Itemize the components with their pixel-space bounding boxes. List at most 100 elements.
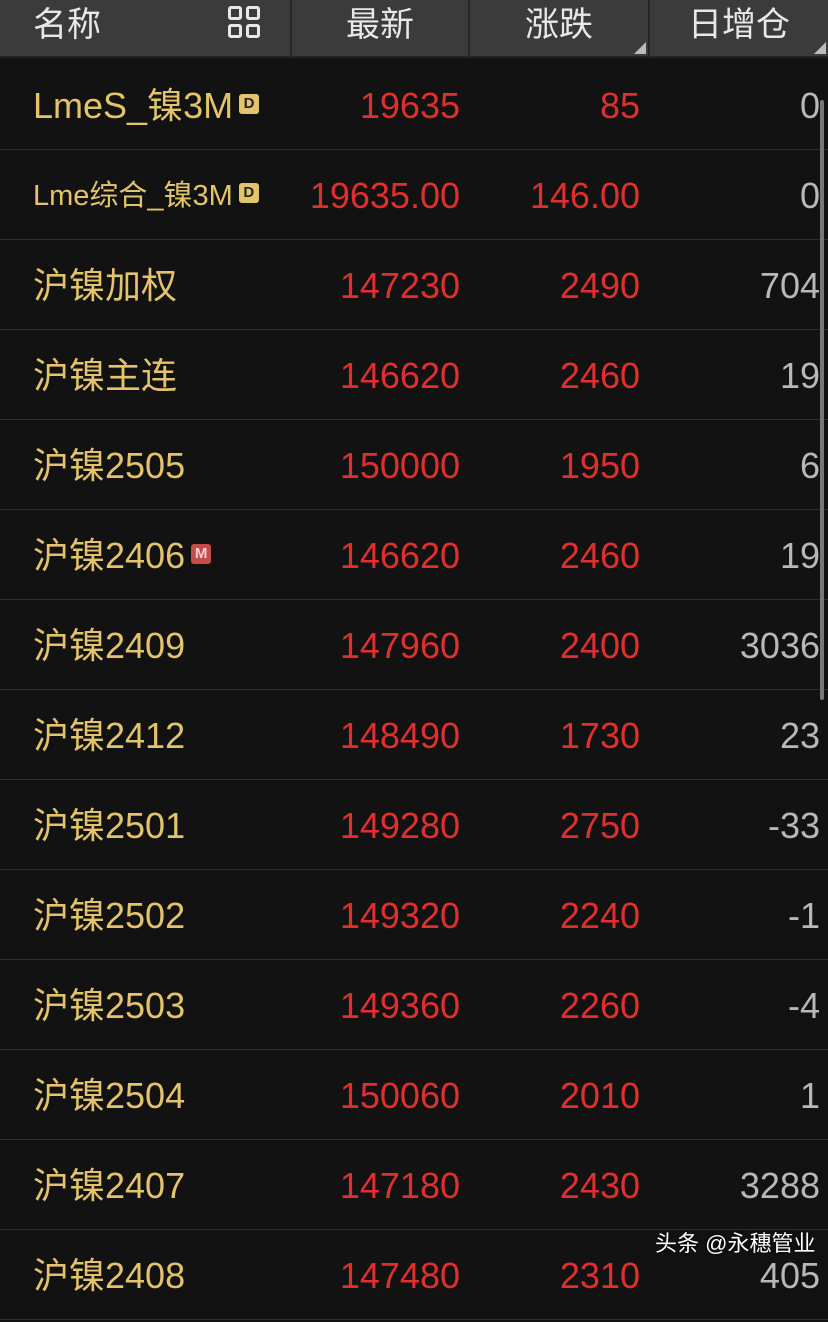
grid-icon[interactable]	[228, 6, 262, 40]
oi-change: -33	[767, 805, 820, 846]
price-change: 2460	[559, 535, 640, 576]
oi-change: 23	[779, 715, 820, 756]
header-change-label: 涨跌	[525, 6, 593, 44]
last-price: 147480	[339, 1255, 460, 1296]
table-row[interactable]: 沪镍2409 147960 2400 3036	[0, 600, 828, 690]
price-change: 1950	[559, 445, 640, 486]
instrument-name: 沪镍2505	[33, 420, 185, 510]
instrument-name: 沪镍2503	[33, 960, 185, 1050]
oi-change: -1	[787, 895, 820, 936]
price-change: 146.00	[529, 175, 640, 216]
price-change: 1730	[559, 715, 640, 756]
watermark: 头条 @永穗管业	[655, 1231, 816, 1256]
instrument-name: 沪镍加权	[33, 240, 177, 330]
oi-change: 0	[799, 175, 820, 216]
instrument-name: 沪镍2406 M	[33, 510, 212, 600]
badge-m-icon: M	[191, 544, 212, 565]
table-row[interactable]: 沪镍主连 146620 2460 19	[0, 330, 828, 420]
instrument-name-text: 沪镍2409	[33, 625, 186, 666]
price-change: 2750	[559, 805, 640, 846]
instrument-name-text: 沪镍2505	[33, 445, 186, 486]
last-price: 147230	[339, 265, 460, 306]
table-row[interactable]: 沪镍2505 150000 1950 6	[0, 420, 828, 510]
last-price: 146620	[339, 355, 460, 396]
instrument-name: 沪镍2504	[33, 1050, 185, 1140]
oi-change: 6	[799, 445, 820, 486]
oi-change: 405	[759, 1255, 820, 1296]
table-header: 名称 最新 涨跌 日增仓	[0, 0, 828, 58]
oi-change: 19	[779, 535, 820, 576]
instrument-name: 沪镍2501	[33, 780, 185, 870]
instrument-name-text: 沪镍2408	[33, 1255, 186, 1296]
oi-change: 19	[779, 355, 820, 396]
price-change: 2260	[559, 985, 640, 1026]
price-change: 2430	[559, 1165, 640, 1206]
instrument-name: 沪镍2409	[33, 600, 185, 690]
instrument-name-text: 沪镍主连	[33, 355, 178, 396]
table-row[interactable]: 沪镍2407 147180 2430 3288	[0, 1140, 828, 1230]
oi-change: 1	[799, 1075, 820, 1116]
badge-d-icon: D	[238, 183, 259, 204]
instrument-name: 沪镍2502	[33, 870, 185, 960]
instrument-name-text: 沪镍加权	[33, 265, 178, 306]
price-change: 2310	[559, 1255, 640, 1296]
last-price: 147960	[339, 625, 460, 666]
instrument-name-text: 沪镍2503	[33, 985, 186, 1026]
header-oi-label: 日增仓	[688, 6, 790, 44]
scrollbar[interactable]	[820, 100, 824, 700]
last-price: 149320	[339, 895, 460, 936]
price-change: 2240	[559, 895, 640, 936]
oi-change: -4	[787, 985, 820, 1026]
header-change[interactable]: 涨跌	[470, 0, 650, 58]
table-row[interactable]: Lme综合_镍3M D 19635.00 146.00 0	[0, 150, 828, 240]
last-price: 148490	[339, 715, 460, 756]
table-row[interactable]: 沪镍2406 M 146620 2460 19	[0, 510, 828, 600]
header-last-label: 最新	[346, 6, 414, 44]
instrument-name: 沪镍主连	[33, 330, 177, 420]
oi-change: 704	[759, 265, 820, 306]
table-row[interactable]: 沪镍2503 149360 2260 -4	[0, 960, 828, 1050]
instrument-name-text: LmeS_镍3M	[33, 85, 234, 126]
instrument-name-text: 沪镍2407	[33, 1165, 186, 1206]
header-oi-change[interactable]: 日增仓	[650, 0, 828, 58]
instrument-name: 沪镍2408	[33, 1230, 185, 1320]
price-change: 2460	[559, 355, 640, 396]
sort-indicator-icon	[634, 42, 646, 54]
price-change: 85	[599, 85, 640, 126]
table-row[interactable]: 沪镍2502 149320 2240 -1	[0, 870, 828, 960]
instrument-name: LmeS_镍3M D	[33, 60, 260, 150]
last-price: 149280	[339, 805, 460, 846]
table-row[interactable]: LmeS_镍3M D 19635 85 0	[0, 60, 828, 150]
last-price: 19635	[359, 85, 460, 126]
header-name[interactable]: 名称	[0, 0, 292, 58]
price-change: 2400	[559, 625, 640, 666]
badge-d-icon: D	[239, 94, 260, 115]
instrument-name-text: 沪镍2412	[33, 715, 186, 756]
last-price: 150000	[339, 445, 460, 486]
header-name-label: 名称	[33, 6, 101, 44]
table-row[interactable]: 沪镍加权 147230 2490 704	[0, 240, 828, 330]
last-price: 149360	[339, 985, 460, 1026]
table-row[interactable]: 沪镍2408 147480 2310 405	[0, 1230, 828, 1320]
oi-change: 3288	[739, 1165, 820, 1206]
sort-indicator-icon	[814, 42, 826, 54]
oi-change: 0	[799, 85, 820, 126]
oi-change: 3036	[739, 625, 820, 666]
last-price: 150060	[339, 1075, 460, 1116]
instrument-name-text: Lme综合_镍3M	[33, 180, 233, 212]
instrument-name-text: 沪镍2504	[33, 1075, 186, 1116]
table-row[interactable]: 沪镍2504 150060 2010 1	[0, 1050, 828, 1140]
price-change: 2010	[559, 1075, 640, 1116]
instrument-name: Lme综合_镍3M D	[33, 150, 259, 240]
price-change: 2490	[559, 265, 640, 306]
instrument-name-text: 沪镍2502	[33, 895, 186, 936]
last-price: 146620	[339, 535, 460, 576]
last-price: 19635.00	[309, 175, 460, 216]
header-last[interactable]: 最新	[292, 0, 470, 58]
instrument-name: 沪镍2412	[33, 690, 185, 780]
table-row[interactable]: 沪镍2501 149280 2750 -33	[0, 780, 828, 870]
instrument-name-text: 沪镍2406	[33, 535, 186, 576]
last-price: 147180	[339, 1165, 460, 1206]
table-row[interactable]: 沪镍2412 148490 1730 23	[0, 690, 828, 780]
instrument-name-text: 沪镍2501	[33, 805, 186, 846]
